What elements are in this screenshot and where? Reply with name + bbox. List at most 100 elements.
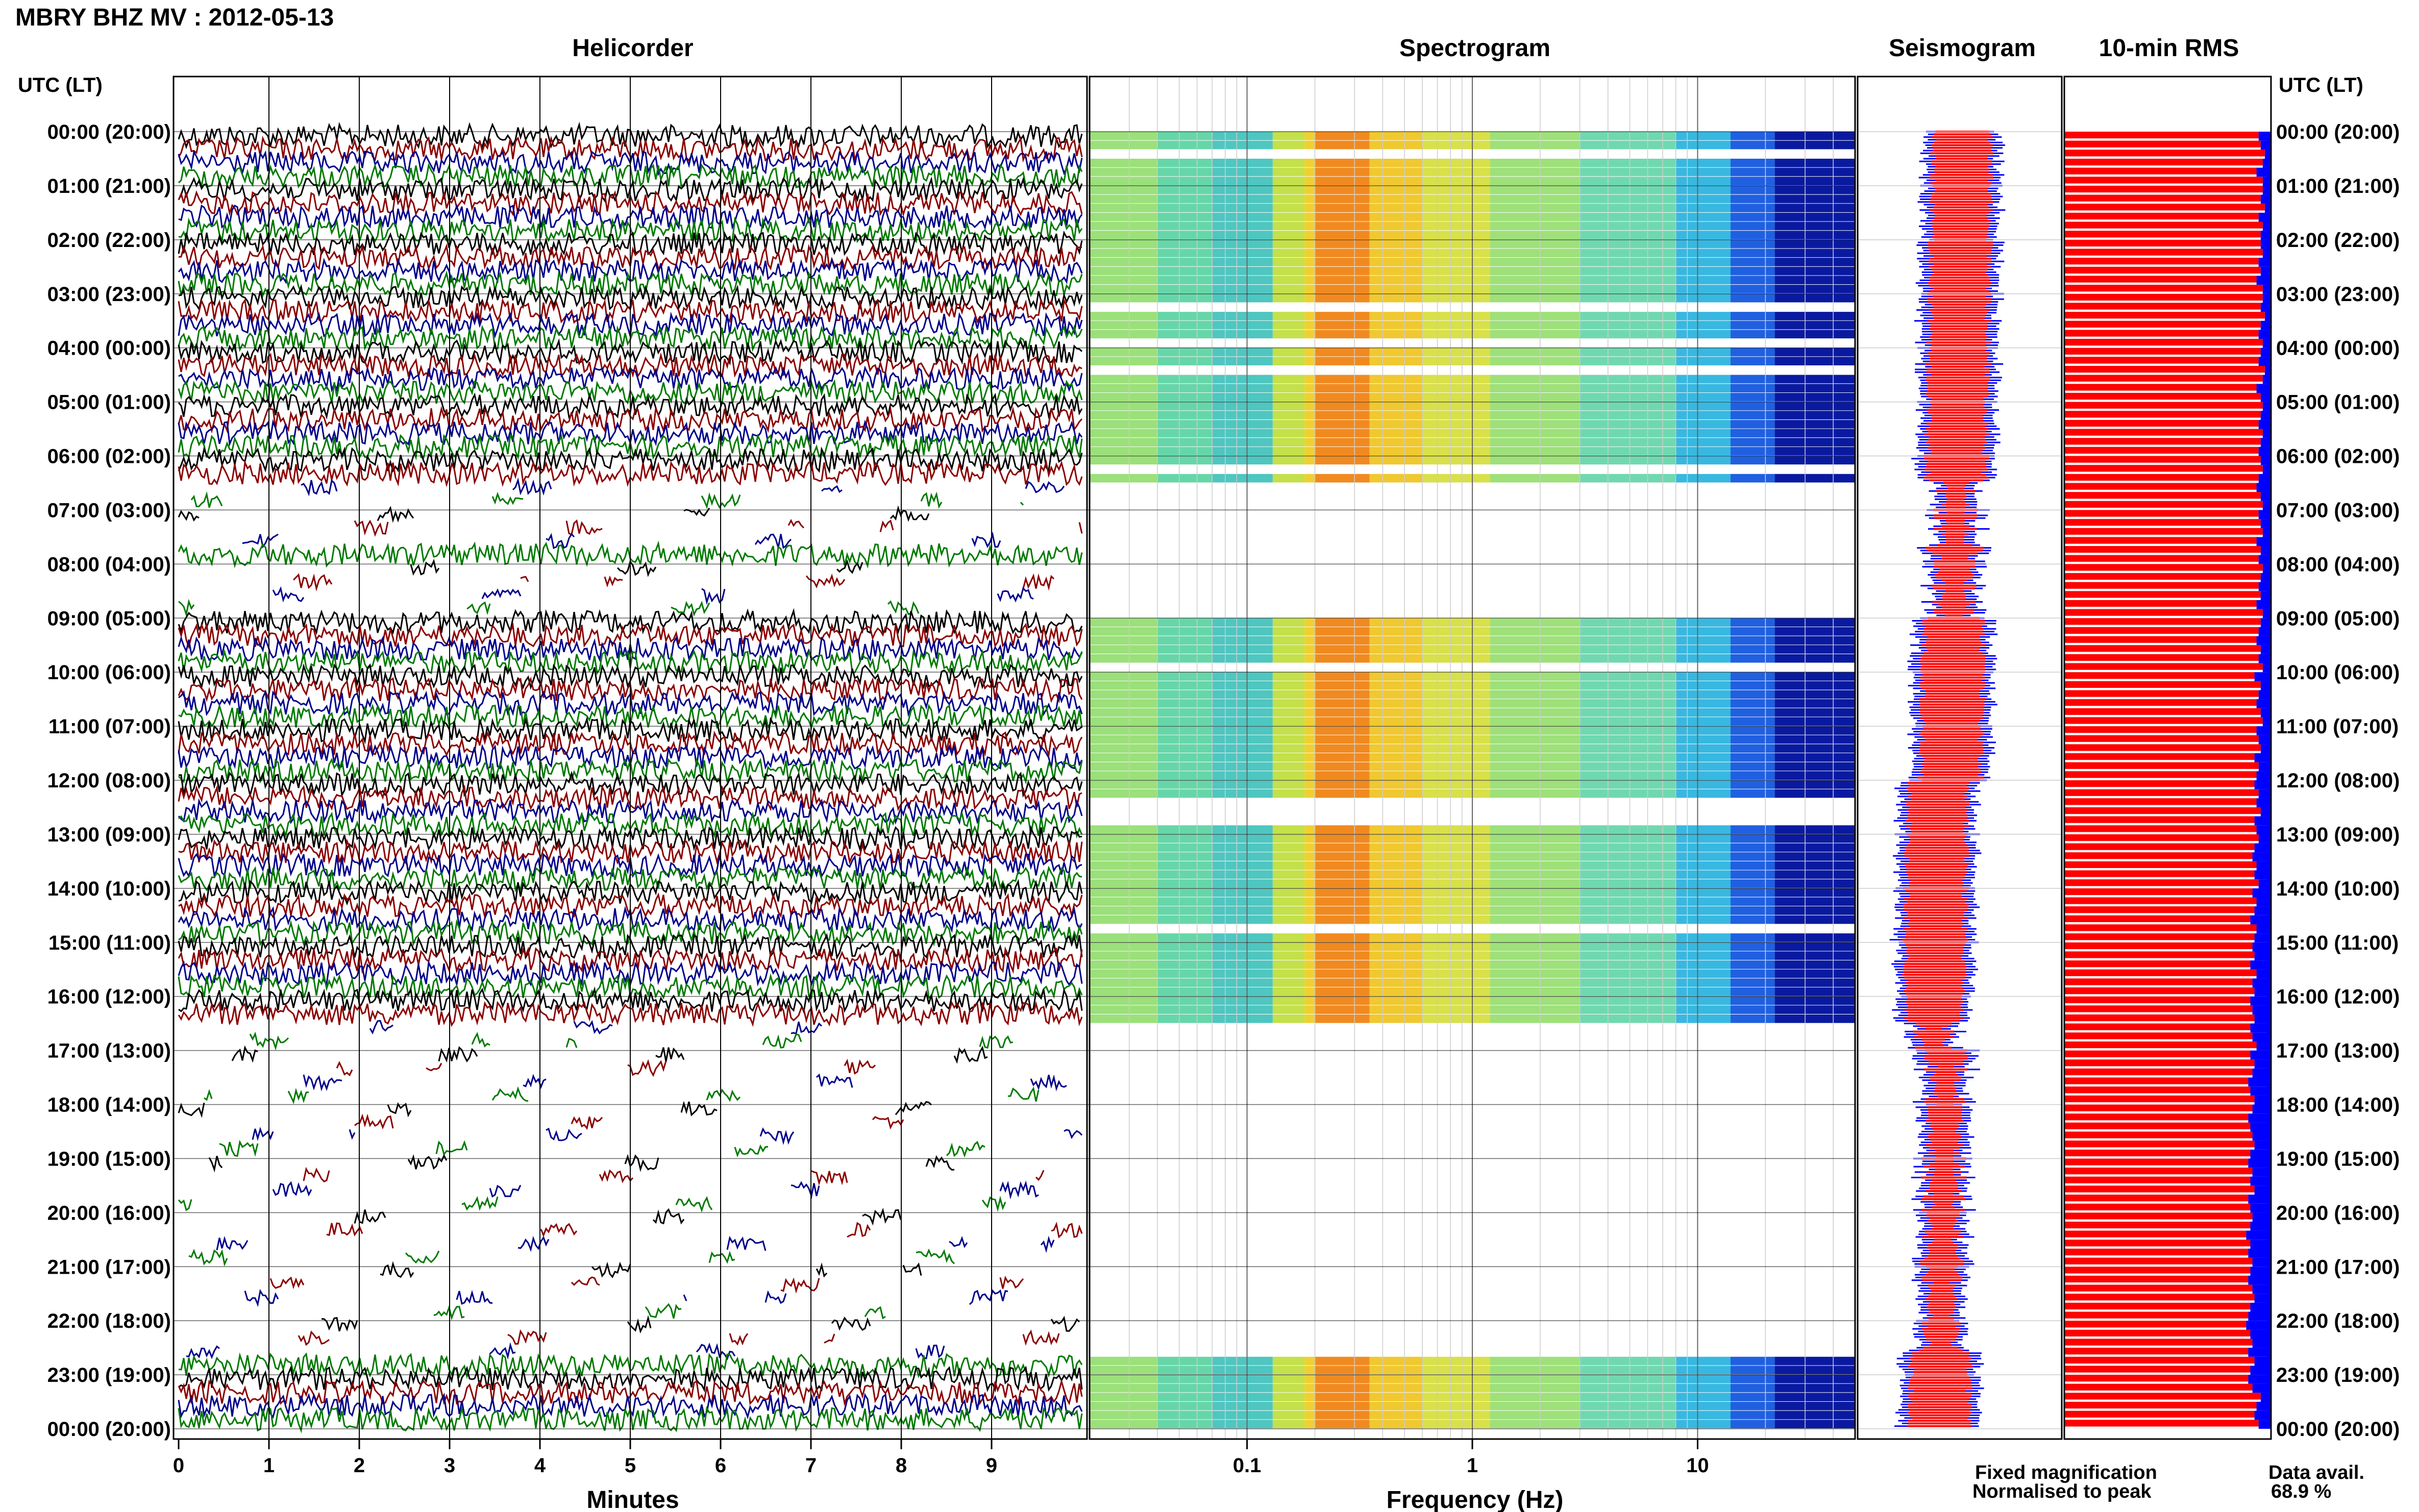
spectrogram-cell <box>1315 185 1370 194</box>
helicorder-trace <box>645 1303 682 1319</box>
rms-fixed-bar <box>2262 285 2271 294</box>
spectrogram-cell <box>1369 897 1422 906</box>
spectrogram-cell <box>1490 177 1580 185</box>
rms-fixed-bar <box>2254 987 2271 997</box>
spectrogram-cell <box>1675 834 1731 843</box>
spectrogram-cell <box>1315 987 1370 996</box>
rms-fixed-bar <box>2258 627 2271 636</box>
spectrogram-cell <box>1369 357 1422 365</box>
spectrogram-cell <box>1490 132 1580 140</box>
spectrogram-cell <box>1272 1402 1305 1410</box>
spectrogram-cell <box>1774 1393 1855 1402</box>
spectrogram-cell <box>1090 996 1157 1005</box>
spectrogram-cell <box>1731 1005 1775 1014</box>
spectrogram-cell <box>1315 744 1370 753</box>
spectrogram-cell <box>1675 879 1731 888</box>
spectrogram-cell <box>1272 1410 1305 1420</box>
helicorder-trace <box>1051 1222 1083 1238</box>
spectrogram-cell <box>1272 293 1305 303</box>
spectrogram-cell <box>1579 239 1676 249</box>
rms-bar <box>2064 384 2257 391</box>
spectrogram-cell <box>1579 1005 1676 1014</box>
helicorder-tick-label: 1 <box>263 1454 275 1477</box>
helicorder-trace <box>949 1236 968 1248</box>
helicorder-trace <box>188 1249 228 1267</box>
rms-fixed-bar <box>2258 474 2271 483</box>
spectrogram-cell <box>1490 861 1580 870</box>
rms-fixed-bar <box>2254 672 2271 681</box>
rms-bar <box>2064 636 2257 643</box>
left-hour-label: 07:00 (03:00) <box>47 499 171 522</box>
rms-bar <box>2064 600 2257 607</box>
helicorder-trace <box>879 519 894 532</box>
rms-bar <box>2064 1005 2253 1012</box>
spectrogram-cell <box>1579 212 1676 221</box>
spectrogram-cell <box>1369 933 1422 942</box>
rms-fixed-bar <box>2252 852 2271 861</box>
spectrogram-cell <box>1579 681 1676 690</box>
helicorder-trace <box>953 1045 988 1064</box>
spectrogram-cell <box>1272 249 1305 258</box>
spectrogram-cell <box>1272 429 1305 438</box>
spectrogram-cell <box>1675 312 1731 320</box>
spectrogram-cell <box>1774 888 1855 897</box>
spectrogram-cell <box>1422 1393 1490 1402</box>
spectrogram-cell <box>1272 140 1305 150</box>
spectrogram-cell <box>1304 987 1315 996</box>
spectrogram-cell <box>1090 735 1157 744</box>
spectrogram-cell <box>1731 690 1775 699</box>
spectrogram-cell <box>1157 789 1213 798</box>
spectrogram-cell <box>1675 825 1731 834</box>
spectrogram-cell <box>1490 843 1580 852</box>
spectrogram-cell <box>1774 906 1855 915</box>
spectrogram-cell <box>1731 627 1775 636</box>
spectrogram-cell <box>1774 293 1855 303</box>
spectrogram-cell <box>1272 312 1305 320</box>
rms-bar <box>2064 1222 2251 1229</box>
spectrogram-cell <box>1675 140 1731 150</box>
spectrogram-cell <box>1490 654 1580 663</box>
rms-fixed-bar <box>2260 456 2272 465</box>
spectrogram-cell <box>1157 726 1213 735</box>
helicorder-trace <box>759 1127 795 1145</box>
spectrogram-cell <box>1369 906 1422 915</box>
helicorder-trace <box>979 1035 1014 1049</box>
rms-fixed-bar <box>2256 483 2271 492</box>
spectrogram-cell <box>1490 1366 1580 1375</box>
spectrogram-cell <box>1157 474 1213 483</box>
spectrogram-cell <box>1490 960 1580 969</box>
left-hour-label: 22:00 (18:00) <box>47 1310 171 1332</box>
rms-bar <box>2064 645 2261 652</box>
spectrogram-cell <box>1774 1410 1855 1420</box>
right-hour-label: 14:00 (10:00) <box>2276 878 2400 900</box>
spectrogram-cell <box>1304 942 1315 951</box>
rms-bar <box>2064 456 2261 463</box>
spectrogram-cell <box>1774 879 1855 888</box>
spectrogram-cell <box>1774 636 1855 645</box>
spectrogram-cell <box>1675 167 1731 177</box>
rms-bar <box>2064 312 2265 319</box>
spectrogram-cell <box>1774 456 1855 465</box>
spectrogram-cell <box>1272 266 1305 276</box>
helicorder-trace <box>816 1262 828 1278</box>
spectrogram-cell <box>1422 132 1490 140</box>
rms-fixed-bar <box>2258 690 2271 700</box>
helicorder-trace <box>627 1315 652 1334</box>
spectrogram-cell <box>1315 708 1370 717</box>
spectrogram-cell <box>1422 276 1490 285</box>
spectrogram-cell <box>1731 996 1775 1005</box>
spectrogram-cell <box>1304 735 1315 744</box>
helicorder-trace <box>762 1033 802 1049</box>
spectrogram-cell <box>1157 402 1213 411</box>
spectrogram-cell <box>1490 429 1580 438</box>
spectrogram-cell <box>1369 879 1422 888</box>
rms-bar <box>2064 906 2255 913</box>
helicorder-trace <box>326 1222 363 1236</box>
spectrogram-cell <box>1369 411 1422 419</box>
spectrogram-cell <box>1579 1393 1676 1402</box>
spectrogram-cell <box>1090 330 1157 339</box>
spectrogram-cell <box>1315 1014 1370 1023</box>
spectrogram-cell <box>1675 942 1731 951</box>
spectrogram-cell <box>1212 392 1273 402</box>
spectrogram-cell <box>1774 726 1855 735</box>
